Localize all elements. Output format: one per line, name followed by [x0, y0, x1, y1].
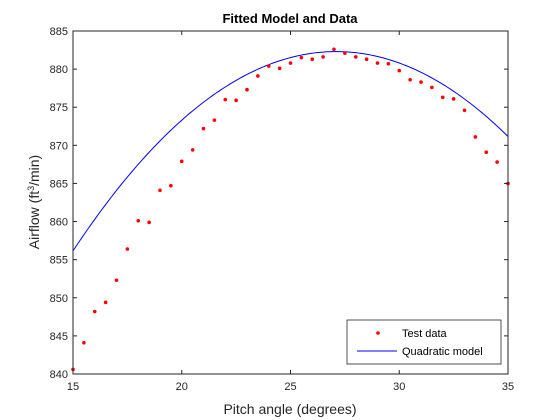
test-data-point [430, 85, 434, 90]
y-axis-label-superscript: 3 [26, 186, 36, 191]
test-data-point [223, 97, 228, 102]
test-data-point [332, 47, 336, 52]
legend-label-test-data: Test data [402, 328, 448, 340]
test-data-point [201, 126, 206, 131]
x-tick-label: 15 [67, 381, 79, 393]
y-tick-label: 885 [50, 26, 68, 38]
test-data-point [234, 98, 238, 103]
test-data-point [462, 108, 467, 113]
test-data-point [397, 68, 402, 73]
chart-title: Fitted Model and Data [222, 11, 358, 26]
x-axis-label: Pitch angle (degrees) [223, 401, 356, 417]
y-tick-label: 840 [50, 369, 68, 381]
test-data-point [375, 61, 380, 65]
y-tick-label: 875 [50, 102, 68, 114]
x-tick-label: 35 [502, 381, 514, 393]
test-data-point [92, 309, 97, 314]
test-data-point [451, 97, 456, 101]
test-data-point [103, 300, 108, 305]
test-data-point [495, 160, 499, 164]
x-tick-label: 30 [393, 381, 405, 393]
test-data-point [256, 74, 260, 78]
model-curve-layer [72, 51, 509, 252]
legend-marker-test-data [376, 331, 380, 335]
y-tick-label: 855 [50, 255, 68, 267]
test-data-point [169, 183, 173, 188]
legend-box [346, 319, 502, 365]
ticks-layer: 15 20 25 30 35 840 845 850 855 860 865 870 875 880 885 [50, 26, 514, 393]
test-data-point [245, 87, 249, 92]
y-tick-label: 870 [50, 140, 68, 152]
test-data-point [125, 247, 130, 251]
test-data-point [179, 159, 184, 164]
test-data-point [158, 188, 162, 193]
test-data-point [114, 278, 119, 283]
test-data-point [212, 118, 217, 122]
test-data-point [473, 135, 478, 139]
y-tick-label: 865 [50, 178, 68, 190]
y-tick-label: 850 [50, 293, 68, 305]
test-data-point [419, 80, 423, 84]
y-axis-label: Airflow (ft3/min) [26, 155, 42, 249]
y-tick-label: 880 [50, 64, 68, 76]
y-axis-label-main: Airflow (ft [26, 191, 42, 249]
test-data-point [343, 51, 347, 55]
test-data-point [288, 61, 293, 65]
x-tick-label: 20 [176, 381, 188, 393]
quadratic-model-line [72, 51, 509, 252]
data-points-layer [71, 47, 510, 372]
test-data-point [484, 150, 489, 154]
legend-label-quadratic-model: Quadratic model [402, 346, 483, 358]
test-data-point [440, 95, 445, 100]
test-data-point [353, 55, 358, 59]
y-tick-label: 860 [50, 217, 68, 229]
x-tick-label: 25 [284, 381, 296, 393]
test-data-point [386, 61, 391, 66]
test-data-point [408, 77, 412, 82]
y-axis-label-end: /min) [26, 155, 42, 186]
test-data-point [321, 55, 325, 59]
y-tick-label: 845 [50, 331, 68, 343]
test-data-point [266, 64, 271, 68]
legend: Test data Quadratic model [346, 319, 502, 365]
test-data-point [299, 55, 304, 60]
test-data-point [364, 57, 369, 62]
plot-area [73, 31, 508, 374]
test-data-point [136, 218, 141, 223]
test-data-point [277, 66, 282, 71]
test-data-point [147, 220, 151, 225]
test-data-point [310, 57, 315, 62]
test-data-point [82, 340, 86, 345]
test-data-point [190, 148, 195, 152]
